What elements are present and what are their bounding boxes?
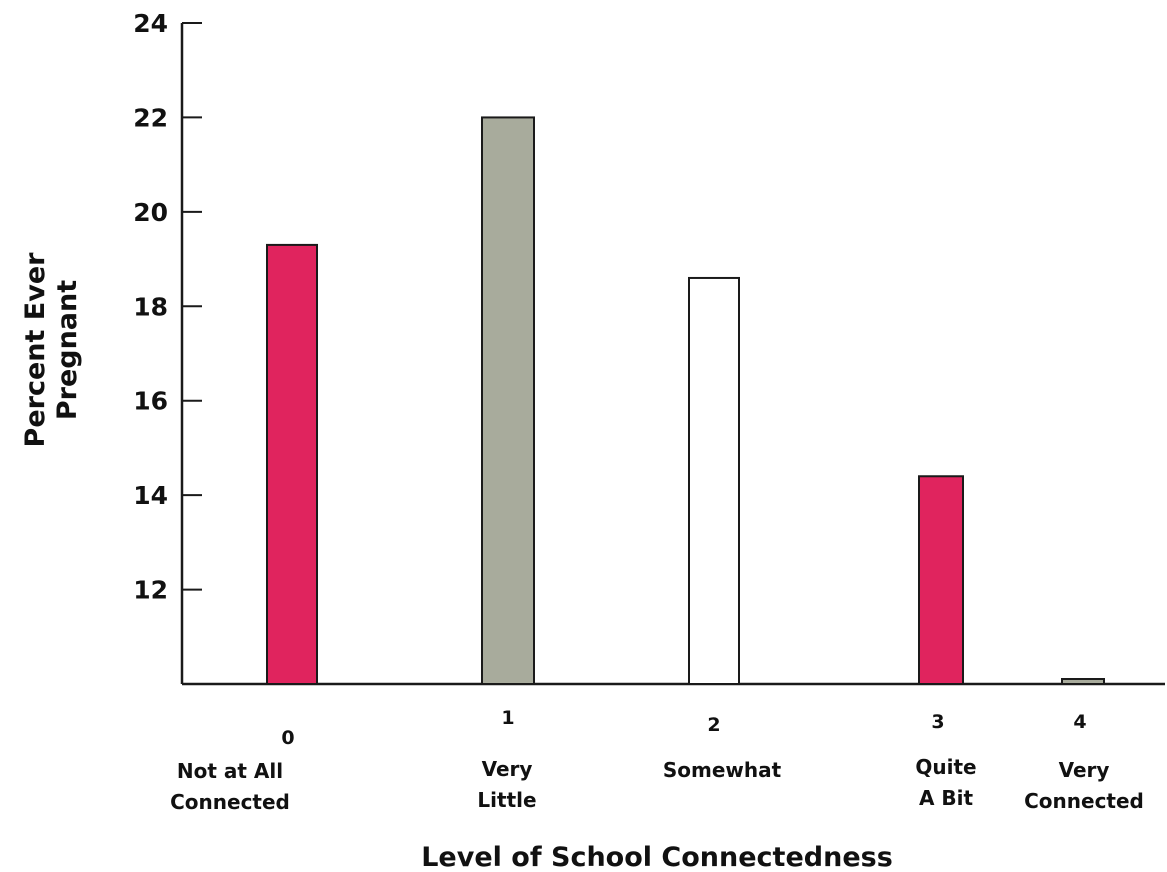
x-category-number: 1 [501,707,514,729]
y-tick-label: 20 [133,198,168,227]
bar-0 [266,243,318,686]
x-category-number: 3 [931,711,944,733]
bar-3 [918,475,964,685]
x-category-label: Connected [170,790,290,814]
x-categories: 0 Not at All Connected 1 Very Little 2 Somewhat… [170,707,1144,814]
bar-1 [481,116,535,685]
x-category-number: 2 [707,714,720,736]
x-category-label: Somewhat [663,758,782,782]
y-tick-label: 12 [133,576,168,605]
y-axis-title-line-2: Pregnant [52,280,83,420]
x-category-number: 4 [1073,711,1086,733]
x-category-number: 0 [281,727,294,749]
y-tick-label: 18 [133,292,168,321]
x-category-label: Not at All [177,759,283,783]
x-category-label: Quite [915,755,976,779]
axes [180,23,1165,686]
bar-4 [1061,678,1105,685]
x-category-label: Connected [1024,789,1144,813]
x-category-label: A Bit [919,786,974,810]
x-category-label: Very [1059,758,1110,782]
bar-2 [688,276,740,685]
y-tick-label: 16 [133,387,168,416]
x-axis-title: Level of School Connectedness [421,842,893,872]
x-category-label: Very [482,757,533,781]
y-ticks: 12 14 16 18 20 22 24 [133,9,202,605]
y-axis-title-line-1: Percent Ever [20,252,51,448]
y-tick-label: 24 [133,9,168,38]
bars [266,116,1105,686]
x-category-label: Little [477,788,536,812]
y-tick-label: 22 [133,103,168,132]
y-axis-title: Percent Ever Pregnant [20,252,83,448]
y-tick-label: 14 [133,481,168,510]
